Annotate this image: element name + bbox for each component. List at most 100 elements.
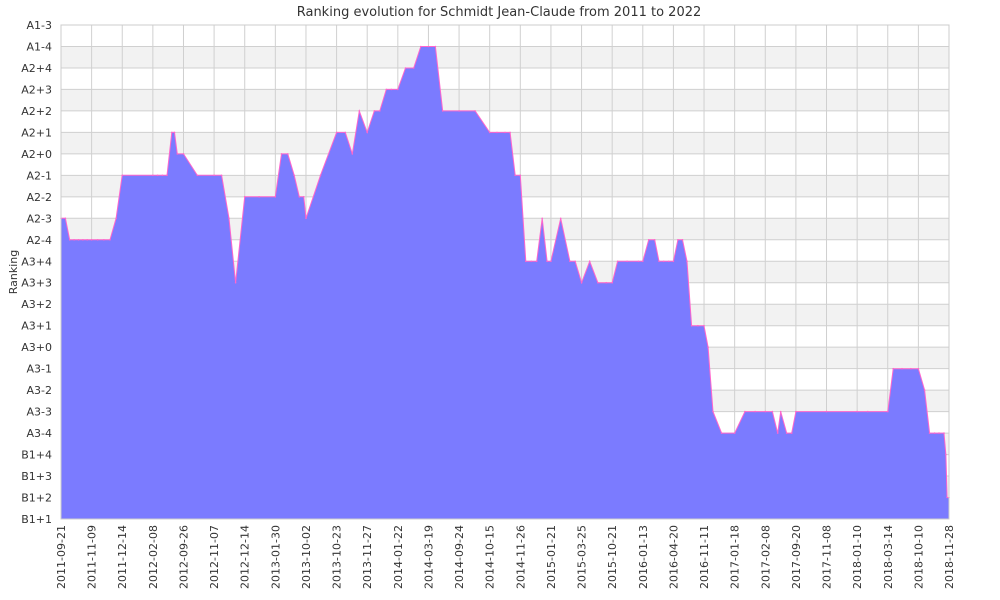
data-point [427, 45, 430, 48]
data-point [287, 153, 289, 155]
x-tick-label: 2013-01-30 [269, 525, 282, 589]
x-tick-label: 2016-04-20 [667, 525, 680, 589]
data-point [605, 281, 607, 284]
data-point [541, 217, 543, 220]
data-point [703, 324, 705, 327]
data-point [626, 260, 628, 263]
x-tick-label: 2017-09-20 [790, 525, 803, 589]
x-tick-label: 2014-11-26 [514, 525, 527, 589]
background-band [61, 67, 949, 90]
x-tick-labels: 2011-09-21 2011-11-09 2011-12-14 2012-02-08… [55, 525, 956, 589]
data-point [530, 260, 532, 263]
data-point [785, 432, 788, 434]
data-point [166, 174, 168, 177]
x-tick-label: 2015-01-21 [545, 525, 558, 589]
data-point [458, 110, 460, 112]
data-point [390, 88, 393, 91]
y-tick-label: B1+1 [21, 513, 52, 526]
data-point [933, 432, 936, 434]
data-point [64, 217, 67, 220]
data-point [519, 174, 522, 177]
data-point [305, 217, 307, 220]
data-point [754, 410, 756, 413]
y-tick-label: A1-3 [27, 19, 53, 32]
data-point [441, 110, 444, 112]
y-tick-label: A2+3 [21, 83, 52, 96]
x-tick-label: 2016-01-13 [637, 525, 650, 589]
y-tick-label: A3+3 [21, 277, 52, 290]
data-point [293, 174, 296, 177]
x-tick-label: 2016-11-11 [698, 525, 711, 589]
background-band [61, 89, 949, 111]
data-point [707, 346, 709, 349]
x-tick-label: 2017-02-08 [759, 525, 772, 589]
data-point [420, 45, 422, 48]
data-point [790, 432, 793, 434]
x-tick-label: 2013-10-02 [300, 525, 313, 589]
data-point [917, 367, 920, 370]
data-point [358, 110, 361, 112]
data-point [90, 239, 93, 241]
background-band [61, 110, 949, 133]
y-tick-label: A2+2 [21, 105, 52, 118]
data-point [550, 260, 552, 263]
chart-title: Ranking evolution for Schmidt Jean-Claud… [297, 5, 702, 20]
data-point [580, 281, 583, 284]
data-point [220, 174, 223, 177]
ranking-area [61, 46, 949, 519]
data-point [434, 45, 437, 48]
data-point [637, 260, 640, 263]
data-point [509, 131, 511, 134]
data-point [161, 174, 164, 177]
x-tick-label: 2018-11-28 [943, 525, 956, 589]
y-tick-label: A2-4 [27, 234, 53, 247]
y-tick-label: A2-3 [27, 212, 53, 225]
data-point [744, 410, 746, 413]
data-point [182, 153, 185, 155]
y-tick-label: A2+4 [21, 62, 52, 75]
y-tick-labels: B1+1 B1+2 B1+3 B1+4 A3-4 A3-3 A3-2 A3-1 A3+0 A3+1… [21, 19, 52, 526]
data-point [825, 410, 828, 413]
data-point [764, 410, 767, 413]
data-point [559, 217, 562, 220]
data-point [535, 260, 538, 263]
data-point [176, 153, 179, 155]
data-point [662, 260, 665, 263]
data-point [73, 239, 75, 241]
data-point [658, 260, 660, 263]
y-tick-label: B1+4 [21, 449, 52, 462]
data-point [667, 260, 670, 263]
data-point [404, 67, 407, 69]
data-point [228, 217, 230, 220]
data-point [156, 174, 159, 177]
data-point [385, 88, 388, 91]
data-point [171, 131, 173, 134]
data-point [173, 131, 176, 134]
data-point [946, 496, 948, 499]
x-tick-label: 2014-01-22 [392, 525, 405, 589]
data-point [597, 281, 599, 284]
y-tick-label: A3+2 [21, 298, 52, 311]
data-point [234, 281, 237, 284]
data-point [274, 196, 277, 198]
data-point [943, 432, 945, 434]
data-point [938, 432, 940, 434]
data-point [776, 432, 779, 434]
y-tick-label: B1+3 [21, 470, 52, 483]
y-tick-label: A3+4 [21, 255, 52, 268]
y-tick-label: A3-3 [27, 406, 53, 419]
data-point [77, 239, 80, 241]
x-tick-label: 2018-10-10 [912, 525, 925, 589]
data-point [86, 239, 88, 241]
x-tick-label: 2012-12-14 [239, 525, 252, 589]
data-point [588, 260, 591, 263]
x-tick-label: 2013-10-23 [331, 525, 344, 589]
data-point [96, 239, 99, 241]
data-point [196, 174, 199, 177]
y-tick-label: A2-2 [27, 191, 53, 204]
data-point [574, 260, 576, 263]
data-point [892, 367, 894, 370]
data-point [720, 432, 723, 434]
data-point [686, 260, 688, 263]
